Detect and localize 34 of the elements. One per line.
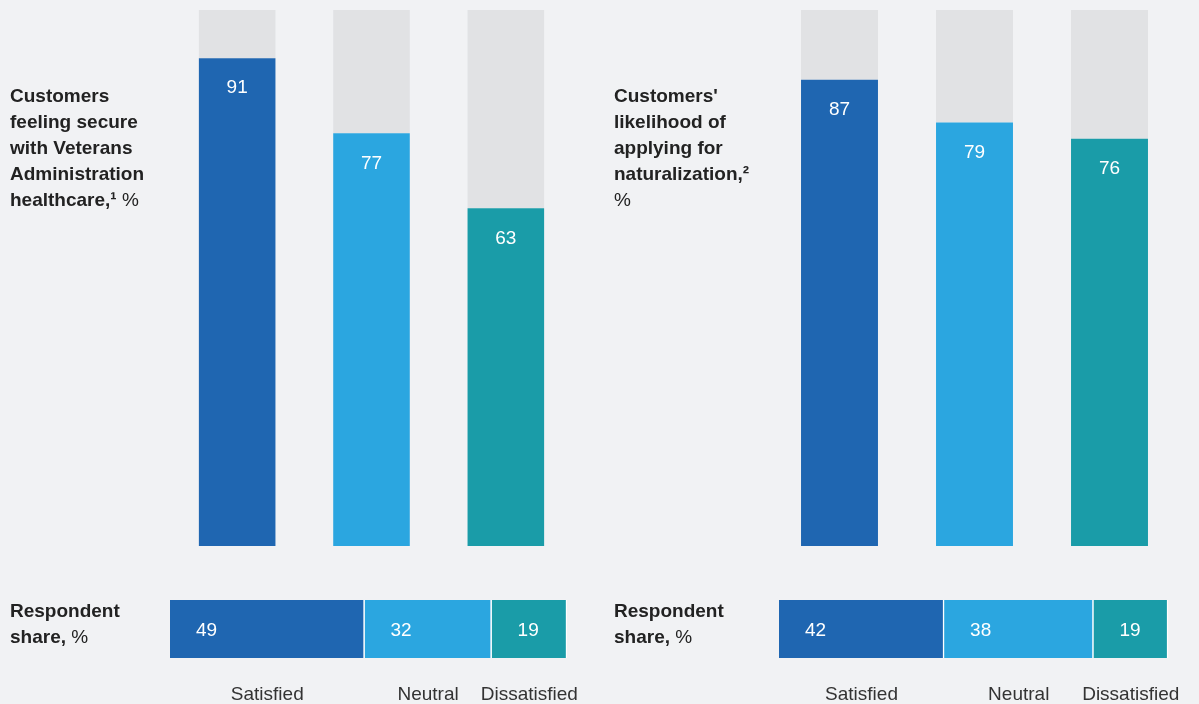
data-label: 87 xyxy=(828,97,851,119)
data-label: 19 xyxy=(1119,619,1141,641)
text: Respondent share, % xyxy=(10,599,121,649)
data-label: 63 xyxy=(495,226,517,248)
bar xyxy=(198,10,276,59)
bar xyxy=(1071,138,1148,546)
bar xyxy=(333,10,410,134)
bar xyxy=(333,133,410,546)
bar xyxy=(801,10,878,80)
text: Customers' likelihood of applying for naturalization,² % xyxy=(614,84,751,212)
bar xyxy=(467,10,545,209)
bar xyxy=(1071,10,1148,139)
series-label: Satisfied xyxy=(230,683,304,704)
data-label: 38 xyxy=(970,619,992,641)
bar xyxy=(801,79,878,546)
data-label: 76 xyxy=(1098,156,1121,178)
data-label: 19 xyxy=(517,619,539,641)
bar xyxy=(936,10,1013,123)
data-label: 79 xyxy=(963,140,986,162)
text: Customers feeling secure with Veterans Administration healthcare,¹ % xyxy=(10,84,146,212)
data-label: 32 xyxy=(390,619,412,641)
series-label: Dissatisfied xyxy=(480,683,578,704)
data-label: 77 xyxy=(360,151,383,173)
series-label: Dissatisfied xyxy=(1082,683,1180,704)
series-label: Neutral xyxy=(397,683,459,704)
series-label: Neutral xyxy=(988,683,1050,704)
data-label: 91 xyxy=(226,76,248,98)
bar xyxy=(467,208,545,546)
data-label: 42 xyxy=(805,619,827,641)
text: Respondent share, % xyxy=(614,599,725,649)
bar xyxy=(198,58,276,546)
data-label: 49 xyxy=(196,619,218,641)
bar xyxy=(936,122,1013,546)
series-label: Satisfied xyxy=(825,683,898,704)
